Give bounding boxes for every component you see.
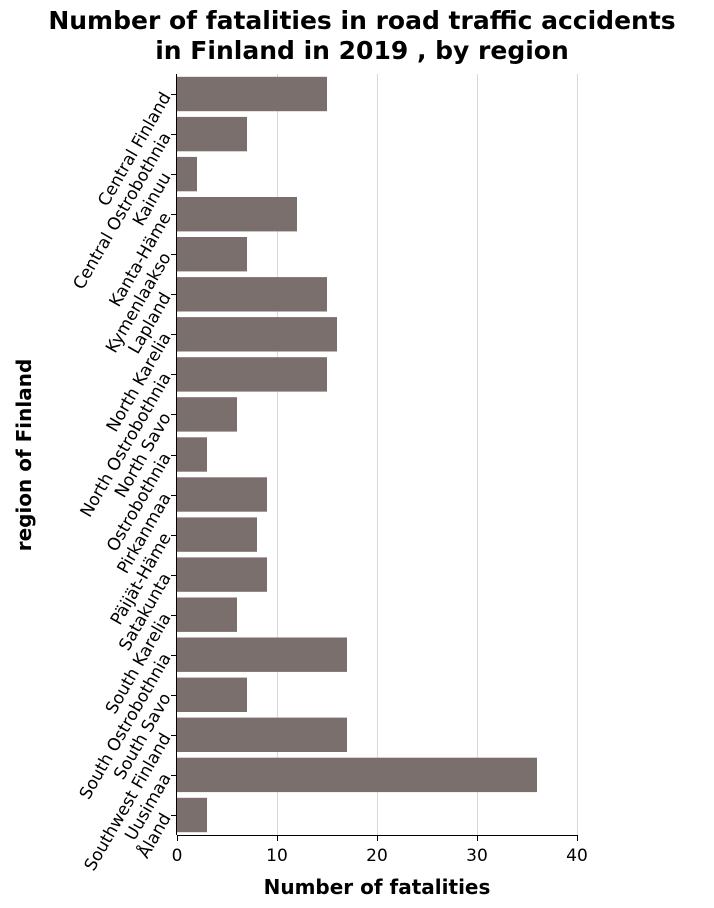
bar-18 [177,797,207,833]
chart-title-line-2: in Finland in 2019 , by region [155,36,569,65]
bar-5 [177,277,327,312]
bar-17 [177,757,537,793]
bar-7 [177,357,327,392]
bars [177,76,537,833]
bar-4 [177,237,247,272]
bar-16 [177,717,347,752]
axes [171,74,578,841]
bar-1 [177,116,247,152]
x-tick-label: 30 [466,846,488,866]
bar-3 [177,197,297,232]
bar-2 [177,156,197,192]
chart-title-line-1: Number of fatalities in road traffic acc… [48,6,675,35]
x-tick-label: 10 [266,846,288,866]
x-tick-label: 0 [172,846,183,866]
bar-10 [177,477,267,512]
bar-13 [177,597,237,632]
y-axis-label: region of Finland [12,359,36,552]
x-tick-label: 40 [566,846,588,866]
bar-9 [177,437,207,472]
bar-6 [177,317,337,352]
bar-8 [177,397,237,432]
x-tick-label: 20 [366,846,388,866]
bar-11 [177,517,257,552]
x-tick-labels: 0 10 20 30 40 [172,846,588,866]
bar-14 [177,637,347,672]
bar-15 [177,677,247,712]
x-axis-label: Number of fatalities [264,875,491,899]
grid-lines [277,74,578,835]
bar-12 [177,557,267,592]
bar-0 [177,76,327,112]
